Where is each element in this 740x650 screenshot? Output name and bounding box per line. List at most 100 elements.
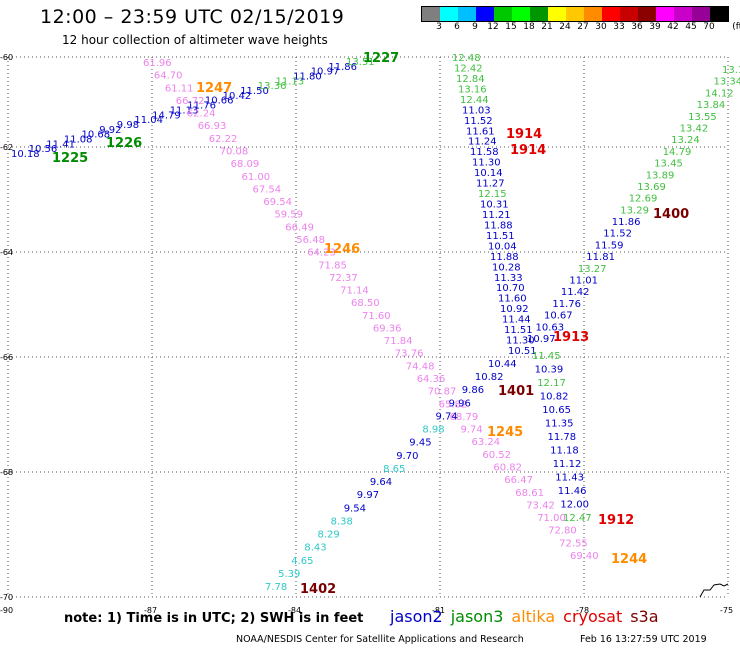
wave-height-point: 13.42 <box>680 124 709 135</box>
wave-height-point: 73.42 <box>526 500 555 511</box>
wave-height-point: 11.01 <box>569 276 598 287</box>
wave-height-point: 66.93 <box>198 121 227 132</box>
wave-height-point: 11.24 <box>468 137 497 148</box>
wave-height-point: 4.65 <box>291 556 313 567</box>
wave-height-point: 66.72 <box>176 96 205 107</box>
wave-height-point: 11.13 <box>170 105 199 116</box>
wave-height-point: 10.28 <box>492 262 521 273</box>
lon-tick-label: -78 <box>576 606 589 615</box>
wave-height-point: 9.54 <box>344 503 366 514</box>
legend-label: 15 <box>505 22 517 32</box>
wave-height-point: 12.00 <box>560 500 589 511</box>
wave-height-point: 11.76 <box>187 101 216 112</box>
legend-label: 45 <box>685 22 697 32</box>
wave-height-point: 63.24 <box>472 437 501 448</box>
wave-height-point: 11.80 <box>293 72 322 83</box>
legend-swatch <box>584 7 602 21</box>
legend-label: 70 <box>703 22 715 32</box>
wave-height-point: 12.84 <box>456 74 485 85</box>
wave-height-point: 62.22 <box>209 134 238 145</box>
legend-label: 42 <box>667 22 679 32</box>
legend-label: 36 <box>631 22 643 32</box>
wave-height-point: 10.51 <box>508 346 537 357</box>
wave-height-point: 66.47 <box>504 475 533 486</box>
wave-height-point: 9.96 <box>449 398 471 409</box>
wave-height-point: 11.59 <box>595 240 624 251</box>
wave-height-point: 10.65 <box>542 405 571 416</box>
map-grid <box>7 56 729 598</box>
wave-height-point: 12.69 <box>629 194 658 205</box>
wave-height-point: 11.21 <box>482 210 511 221</box>
legend-label: 9 <box>472 22 478 32</box>
wave-height-point: 11.58 <box>470 147 499 158</box>
wave-height-point: 11.42 <box>561 287 590 298</box>
wave-height-point: 12.42 <box>454 64 483 75</box>
wave-height-point: 10.67 <box>544 311 573 322</box>
wave-height-point: 10.82 <box>540 392 569 403</box>
wave-height-point: 10.82 <box>475 372 504 383</box>
wave-height-point: 11.44 <box>502 315 531 326</box>
wave-height-point: 11.18 <box>550 446 579 457</box>
lat-tick-label: -62 <box>0 143 13 152</box>
orbit-label: 1247 <box>196 81 232 96</box>
wave-height-point: 61.00 <box>242 172 271 183</box>
wave-height-point: 10.44 <box>488 359 517 370</box>
wave-height-point: 10.97 <box>311 67 340 78</box>
wave-height-point: 8.65 <box>383 464 405 475</box>
wave-height-point: 73.76 <box>395 349 424 360</box>
legend-swatch <box>422 7 440 21</box>
orbit-label: 1225 <box>52 151 88 166</box>
wave-height-point: 68.50 <box>351 298 380 309</box>
legend-label: 3 <box>436 22 442 32</box>
wave-height-point: 60.82 <box>493 463 522 474</box>
satellite-legend-entry: altika <box>511 607 556 626</box>
wave-height-point: 13.1 <box>722 65 740 76</box>
wave-height-point: 11.51 <box>486 231 515 242</box>
wave-height-point: 9.74 <box>461 425 483 436</box>
wave-height-point: 61.96 <box>143 58 172 69</box>
wave-height-point: 9.45 <box>409 438 431 449</box>
orbit-label: 1246 <box>324 242 360 257</box>
satellite-legend-entry: jason2 <box>390 607 443 626</box>
orbit-label: 1913 <box>553 330 589 345</box>
wave-height-point: 72.37 <box>329 273 358 284</box>
wave-height-point: 68.61 <box>515 488 544 499</box>
orbit-label: 1914 <box>506 127 542 142</box>
legend-swatch <box>620 7 638 21</box>
wave-height-point: 11.04 <box>134 115 163 126</box>
wave-height-point: 8.98 <box>422 425 444 436</box>
legend-swatch <box>638 7 656 21</box>
footnote: note: 1) Time is in UTC; 2) SWH is in fe… <box>64 611 364 626</box>
wave-height-point: 13.55 <box>688 112 717 123</box>
wave-height-point: 9.98 <box>117 120 139 131</box>
wave-height-point: 10.39 <box>535 365 564 376</box>
orbit-label: 1400 <box>653 207 689 222</box>
wave-height-point: 13.24 <box>671 135 700 146</box>
wave-height-point: 70.87 <box>428 387 457 398</box>
wave-height-point: 12.17 <box>537 378 566 389</box>
wave-height-point: 71.84 <box>384 336 413 347</box>
legend-swatch <box>566 7 584 21</box>
coastline <box>699 583 729 598</box>
wave-height-point: 13.84 <box>697 100 726 111</box>
wave-height-point: 10.56 <box>29 144 58 155</box>
legend-swatch <box>548 7 566 21</box>
legend-label: 24 <box>559 22 571 32</box>
wave-height-point: 9.74 <box>436 412 458 423</box>
wave-height-point: 5.39 <box>278 569 300 580</box>
wave-height-point: 61.11 <box>165 83 194 94</box>
orbit-label: 1245 <box>487 425 523 440</box>
wave-height-point: 64.70 <box>154 71 183 82</box>
wave-height-point: 11.88 <box>484 220 513 231</box>
satellite-legend-entry: jason3 <box>450 607 504 626</box>
wave-height-point: 59.59 <box>274 210 303 221</box>
wave-height-point: 11.52 <box>603 229 632 240</box>
wave-height-point: 70.08 <box>220 147 249 158</box>
wave-height-point: 67.54 <box>253 184 282 195</box>
wave-height-point: 11.35 <box>545 419 574 430</box>
legend-label: 39 <box>649 22 661 32</box>
wave-height-point: 69.54 <box>263 197 292 208</box>
wave-height-point: 56.48 <box>296 235 325 246</box>
legend-swatch <box>674 7 692 21</box>
